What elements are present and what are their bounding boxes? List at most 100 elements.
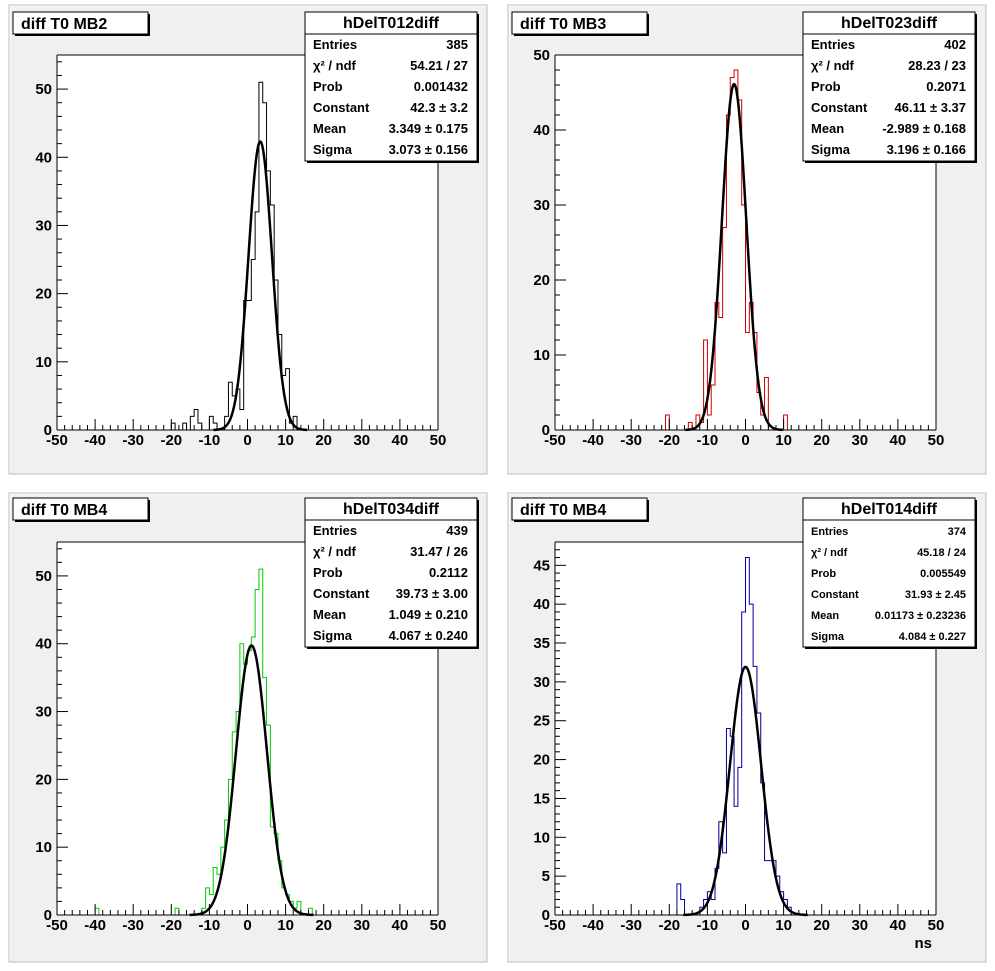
- x-tick-label: 50: [928, 432, 945, 449]
- x-tick-label: 50: [430, 917, 447, 934]
- x-tick-label: 20: [315, 917, 332, 934]
- x-tick-label: -50: [544, 917, 566, 934]
- y-tick-label: 10: [35, 839, 52, 856]
- y-tick-label: 25: [533, 713, 550, 730]
- x-tick-label: 10: [277, 917, 294, 934]
- x-tick-label: -30: [122, 917, 144, 934]
- gaussian-fit-curve: [683, 665, 808, 917]
- stats-row-label: Mean: [313, 607, 346, 622]
- x-tick-label: 30: [353, 917, 370, 934]
- x-tick-label: 50: [430, 432, 447, 449]
- title-box: [511, 11, 648, 35]
- y-tick-label: 20: [35, 771, 52, 788]
- x-tick-label: -20: [160, 432, 182, 449]
- title-box: [12, 497, 149, 521]
- x-tick-label: -30: [620, 432, 642, 449]
- y-tick-label: 50: [35, 81, 52, 98]
- stats-row-value: 0.2112: [429, 565, 468, 580]
- x-tick-label: -10: [697, 432, 719, 449]
- x-tick-label: -20: [160, 917, 182, 934]
- stats-row-value: 39.73 ± 3.00: [396, 586, 468, 601]
- stats-row-label: Entries: [313, 37, 357, 52]
- stats-box: [802, 497, 976, 648]
- x-tick-label: -50: [46, 432, 68, 449]
- stats-row-value: 31.47 / 26: [410, 544, 468, 559]
- stats-box: [304, 497, 478, 648]
- y-tick-label: 10: [533, 829, 550, 846]
- y-tick-label: 0: [44, 907, 52, 924]
- x-tick-label: 30: [851, 917, 868, 934]
- stats-box-name: hDelT034diff: [343, 501, 440, 518]
- y-tick-label: 30: [533, 674, 550, 691]
- histogram-title: diff T0 MB2: [21, 16, 107, 33]
- x-tick-label: 30: [353, 432, 370, 449]
- y-tick-label: 30: [35, 217, 52, 234]
- x-tick-label: 10: [775, 432, 792, 449]
- title-box: [511, 497, 648, 521]
- stats-row-value: 1.049 ± 0.210: [389, 607, 468, 622]
- stats-row-label: Entries: [811, 37, 855, 52]
- histogram-outline: [167, 81, 301, 431]
- gaussian-fit-curve: [189, 644, 314, 917]
- y-tick-label: 40: [533, 596, 550, 613]
- stats-row-value: 3.196 ± 0.166: [887, 142, 966, 157]
- x-tick-label: 0: [741, 432, 749, 449]
- y-tick-label: 0: [542, 422, 550, 439]
- y-tick-label: 50: [35, 568, 52, 585]
- stats-row-label: Prob: [313, 79, 343, 94]
- x-tick-label: 0: [243, 432, 251, 449]
- x-tick-label: 40: [890, 432, 907, 449]
- stats-row-label: Prob: [811, 568, 836, 580]
- x-tick-label: -10: [199, 917, 221, 934]
- stats-row-label: Mean: [811, 121, 844, 136]
- stats-row-label: Sigma: [811, 142, 851, 157]
- stats-box-name: hDelT014diff: [841, 501, 938, 518]
- x-tick-label: 10: [277, 432, 294, 449]
- stats-row-value: 0.2071: [926, 79, 966, 94]
- y-tick-label: 20: [533, 752, 550, 769]
- stats-row-label: Mean: [313, 121, 346, 136]
- stats-row-label: Sigma: [811, 631, 845, 643]
- stats-row-value: 45.18 / 24: [917, 547, 967, 559]
- x-tick-label: 10: [775, 917, 792, 934]
- stats-row-label: χ² / ndf: [811, 547, 848, 559]
- stats-row-label: Prob: [313, 565, 343, 580]
- y-tick-label: 40: [35, 636, 52, 653]
- y-tick-label: 50: [533, 47, 550, 64]
- x-tick-label: -50: [46, 917, 68, 934]
- y-tick-label: 10: [35, 354, 52, 371]
- y-tick-label: 40: [533, 122, 550, 139]
- y-tick-label: 20: [35, 286, 52, 303]
- stats-row-value: 385: [446, 37, 468, 52]
- y-tick-label: 10: [533, 347, 550, 364]
- stats-row-value: 374: [948, 526, 967, 538]
- stats-row-value: 3.073 ± 0.156: [389, 142, 468, 157]
- x-tick-label: 20: [813, 917, 830, 934]
- x-axis-label: ns: [914, 935, 932, 952]
- stats-row-value: 31.93 ± 2.45: [905, 589, 966, 601]
- histogram-title: diff T0 MB4: [520, 502, 606, 519]
- y-tick-label: 5: [542, 868, 550, 885]
- y-tick-label: 35: [533, 635, 550, 652]
- x-tick-label: 40: [392, 432, 409, 449]
- stats-row-label: Constant: [811, 100, 868, 115]
- stats-row-label: Mean: [811, 610, 839, 622]
- stats-row-label: Entries: [811, 526, 848, 538]
- stats-row-value: 402: [944, 37, 966, 52]
- stats-box: [304, 11, 478, 162]
- stats-row-label: χ² / ndf: [313, 58, 357, 73]
- histogram-panel-1: -50 -40 -30 -20 -10 0 10 20 30 40 50 0 10 20 30 40 50 dif…: [8, 4, 488, 475]
- y-tick-label: 45: [533, 557, 550, 574]
- x-tick-label: -30: [122, 432, 144, 449]
- x-tick-label: 30: [851, 432, 868, 449]
- stats-row-value: 0.01173 ± 0.23236: [875, 610, 966, 622]
- stats-row-value: 28.23 / 23: [908, 58, 966, 73]
- stats-row-value: 4.067 ± 0.240: [389, 628, 468, 643]
- stats-row-label: Prob: [811, 79, 841, 94]
- stats-row-value: 0.005549: [920, 568, 966, 580]
- x-tick-label: 20: [315, 432, 332, 449]
- histogram-title: diff T0 MB4: [21, 502, 107, 519]
- stats-row-value: 4.084 ± 0.227: [899, 631, 966, 643]
- stats-row-value: 46.11 ± 3.37: [895, 100, 966, 115]
- stats-row-value: 3.349 ± 0.175: [389, 121, 468, 136]
